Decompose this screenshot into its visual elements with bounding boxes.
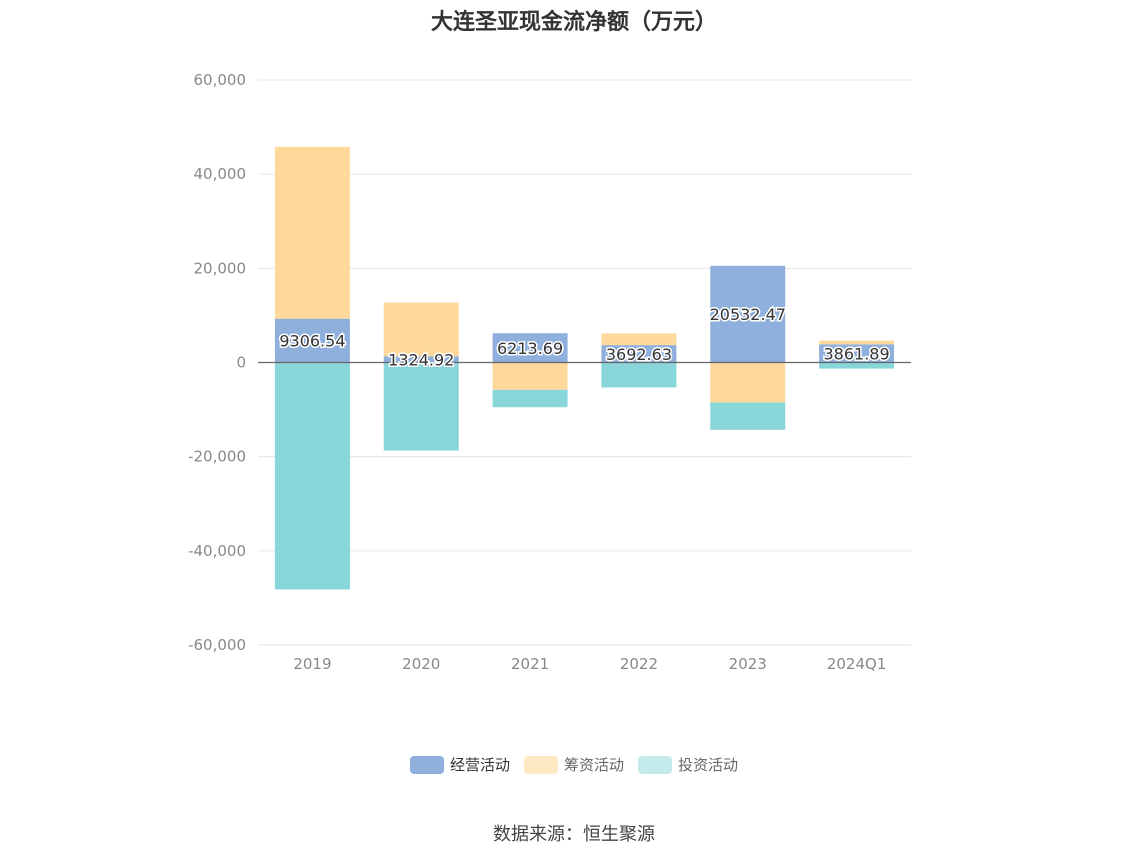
data-labels: 9306.54 1324.92 6213.69 3692.63 20532.47 3861… [278, 304, 891, 371]
y-tick-label: -40,000 [188, 542, 246, 560]
y-tick-label: -20,000 [188, 448, 246, 466]
grid-lines [258, 79, 911, 646]
x-tick-label: 2023 [729, 655, 767, 673]
legend-swatch [523, 755, 558, 774]
bar-segment [383, 356, 459, 363]
y-tick-label: 20,000 [194, 259, 247, 277]
bar-segment [601, 362, 677, 388]
bar-segment [710, 265, 786, 363]
x-tick-label: 2024Q1 [827, 655, 887, 673]
legend: 经营活动 筹资活动 投资活动 [0, 754, 1148, 775]
data-label: 3692.63 [606, 345, 672, 364]
bar-segment [819, 362, 895, 369]
bar-segment [383, 362, 459, 451]
legend-label: 筹资活动 [563, 756, 624, 774]
legend-item[interactable]: 筹资活动 [523, 754, 624, 775]
y-tick-label: 40,000 [194, 165, 247, 183]
x-tick-label: 2022 [620, 655, 658, 673]
bar-segment [819, 344, 895, 363]
y-tick-label: -60,000 [188, 636, 246, 654]
legend-item[interactable]: 投资活动 [638, 754, 738, 775]
legend-label: 经营活动 [449, 756, 510, 774]
legend-item[interactable]: 经营活动 [409, 754, 510, 775]
y-tick-label: 60,000 [194, 71, 247, 89]
legend-swatch [409, 755, 444, 774]
bar-segment [601, 333, 677, 346]
data-label: 9306.54 [279, 332, 345, 351]
bar-segment [492, 362, 568, 390]
bar-segment [492, 333, 568, 363]
x-tick-label: 2019 [293, 655, 331, 673]
bar-segment [274, 146, 350, 319]
x-tick-label: 2020 [402, 655, 440, 673]
bar-segment [601, 345, 677, 363]
bar-segment [492, 389, 568, 408]
data-label: 3861.89 [823, 344, 889, 363]
cash-flow-chart: 60,000 40,000 20,000 0 -20,000 -40,000 -60,000… [188, 71, 911, 673]
data-label: 6213.69 [497, 339, 563, 358]
data-label: 1324.92 [388, 350, 454, 369]
x-tick-label: 2021 [511, 655, 549, 673]
bar-segment [710, 362, 786, 403]
y-axis-labels: 60,000 40,000 20,000 0 -20,000 -40,000 -60,000 [188, 71, 246, 654]
bar-segment [274, 318, 350, 363]
bar-segment [274, 362, 350, 590]
legend-swatch [638, 755, 672, 774]
chart-title: 大连圣亚现金流净额（万元） [430, 10, 717, 35]
bar-segment [819, 340, 895, 345]
legend-label: 投资活动 [678, 756, 739, 774]
x-axis-labels: 2019 2020 2021 2022 2023 2024Q1 [293, 655, 886, 673]
bars [274, 146, 895, 590]
bar-segment [710, 402, 786, 430]
y-tick-label: 0 [236, 354, 246, 372]
data-label: 20532.47 [710, 305, 786, 324]
data-source: 数据来源：恒生聚源 [493, 824, 655, 845]
bar-segment [383, 302, 459, 357]
